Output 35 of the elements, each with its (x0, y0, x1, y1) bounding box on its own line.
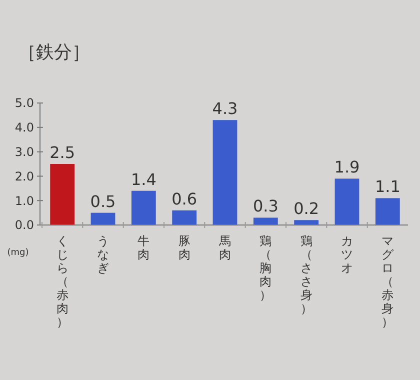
bar (172, 210, 197, 225)
data-label: 1.4 (130, 170, 156, 189)
x-tick-label: 馬肉 (218, 234, 231, 262)
y-tick-label: 2.0 (14, 169, 34, 184)
bar (50, 164, 75, 225)
y-tick-label: 3.0 (14, 145, 34, 159)
x-tick-label: くじら（赤肉） (56, 234, 68, 329)
data-label: 1.9 (334, 158, 360, 177)
data-label: 0.3 (252, 196, 278, 216)
x-tick-label: うなぎ (97, 234, 109, 275)
x-tick-label: 牛肉 (138, 234, 150, 262)
y-tick-label: 4.0 (14, 120, 34, 135)
data-label: 1.1 (374, 177, 400, 196)
y-tick-label: 0.0 (14, 218, 34, 232)
bar (375, 198, 400, 225)
chart-title: ［鉄分］ (18, 42, 90, 63)
y-axis-title: (mg) (7, 248, 29, 258)
x-tick-label: カツオ (341, 234, 353, 275)
data-label: 0.5 (90, 192, 116, 211)
bar (212, 120, 238, 225)
data-label: 4.3 (212, 99, 238, 118)
bar (90, 212, 116, 225)
bar (253, 218, 278, 225)
bar (334, 178, 360, 225)
data-label: 0.6 (172, 189, 198, 208)
data-label: 2.5 (50, 143, 76, 162)
data-label: 0.2 (294, 199, 320, 218)
y-tick-label: 1.0 (14, 194, 34, 208)
bar (131, 190, 156, 225)
y-tick-label: 5.0 (14, 96, 34, 110)
x-tick-label: マグロ（赤身） (382, 234, 395, 329)
x-tick-label: 豚肉 (178, 234, 190, 262)
x-tick-label: 鶏（胸肉） (260, 234, 272, 302)
bar (294, 220, 319, 225)
x-tick-label: 鶏（ささ身） (300, 234, 312, 316)
